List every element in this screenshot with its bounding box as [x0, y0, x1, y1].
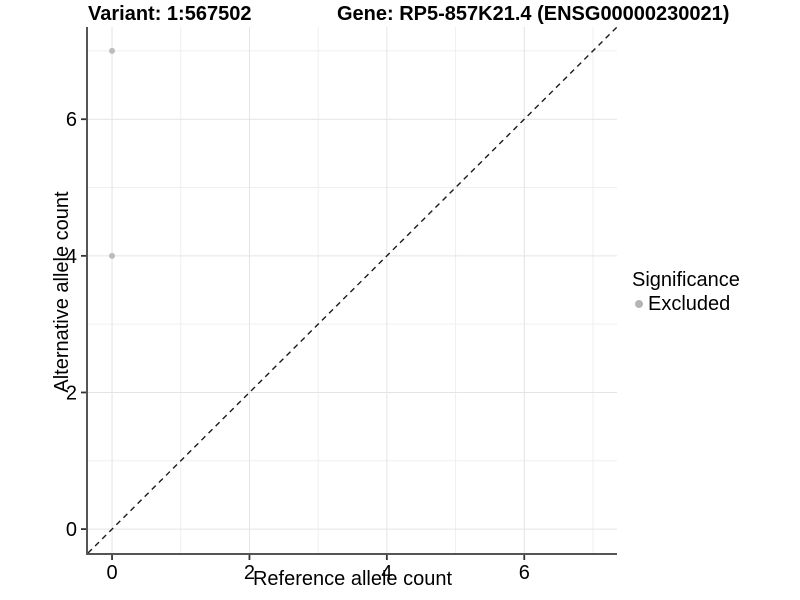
x-tick-label: 0	[106, 562, 117, 584]
data-point	[109, 47, 116, 54]
y-tick-label: 4	[66, 246, 77, 268]
x-axis-title: Reference allele count	[252, 568, 452, 590]
y-axis-title: Alternative allele count	[51, 191, 73, 393]
y-tick-label: 0	[66, 519, 77, 541]
legend-item-excluded: Excluded	[632, 293, 740, 315]
legend-item-label: Excluded	[648, 293, 731, 315]
gene-title: Gene: RP5-857K21.4 (ENSG00000230021)	[337, 3, 730, 25]
x-tick-label: 4	[381, 562, 392, 584]
identity-line	[87, 26, 618, 554]
data-point	[109, 252, 116, 259]
x-tick-label: 6	[519, 562, 530, 584]
x-tick-label: 2	[244, 562, 255, 584]
legend-point-swatch	[635, 300, 643, 308]
legend-title: Significance	[632, 269, 740, 291]
y-tick-label: 6	[66, 109, 77, 131]
legend: Significance Excluded	[632, 268, 740, 315]
y-tick-label: 2	[66, 382, 77, 404]
variant-title: Variant: 1:567502	[88, 3, 252, 25]
